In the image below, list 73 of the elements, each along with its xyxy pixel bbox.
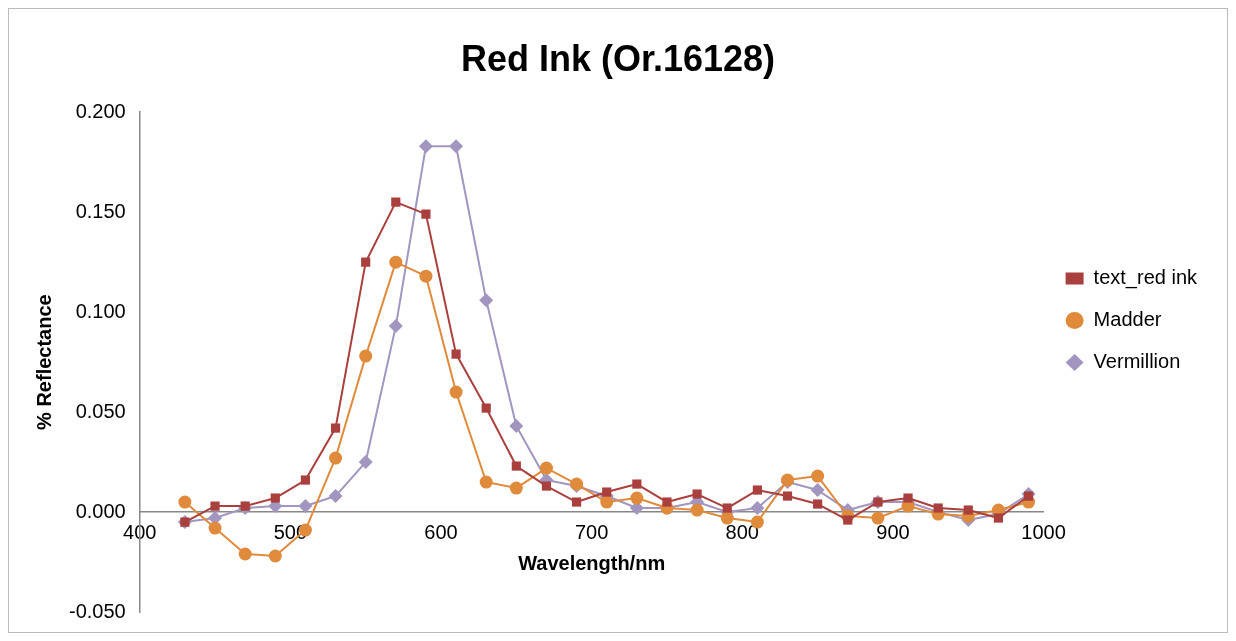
point — [210, 501, 220, 511]
point — [240, 501, 250, 511]
point — [270, 493, 280, 503]
point — [662, 497, 672, 507]
point — [782, 491, 793, 501]
x-tick-label: 900 — [876, 520, 910, 543]
point — [933, 503, 943, 513]
point — [903, 493, 913, 503]
point — [630, 491, 644, 505]
point — [572, 497, 582, 507]
point — [449, 385, 463, 399]
point — [389, 255, 403, 269]
x-tick-label: 600 — [424, 520, 458, 543]
point — [632, 479, 642, 489]
point — [449, 139, 464, 154]
y-tick-label: 0.050 — [75, 399, 126, 422]
point — [600, 495, 614, 509]
point — [539, 461, 553, 475]
point — [479, 475, 493, 489]
y-tick-label: 0.200 — [75, 99, 126, 122]
point — [268, 549, 282, 563]
x-tick-label: 700 — [574, 520, 609, 543]
x-tick-label: 400 — [123, 520, 157, 543]
point — [541, 481, 552, 491]
point — [722, 503, 732, 513]
point — [509, 481, 523, 495]
point — [328, 489, 343, 504]
point — [238, 547, 252, 561]
point — [690, 503, 704, 517]
legend-label: Vermillion — [1093, 350, 1181, 373]
point — [358, 455, 373, 470]
point — [509, 419, 524, 434]
point — [993, 513, 1004, 523]
point — [208, 521, 222, 535]
point — [692, 489, 702, 499]
point — [1023, 491, 1034, 501]
point — [298, 499, 313, 514]
chart-title: Red Ink (Or.16128) — [460, 37, 776, 79]
y-tick-label: 0.150 — [75, 199, 126, 222]
x-tick-label: 1000 — [1021, 520, 1066, 543]
x-axis-title: Wavelength/nm — [518, 551, 666, 574]
point — [963, 505, 973, 515]
point — [811, 469, 825, 483]
point — [300, 475, 311, 485]
point — [720, 511, 734, 525]
legend-label: Madder — [1093, 308, 1162, 331]
y-tick-label: -0.050 — [68, 599, 126, 622]
point — [418, 139, 433, 154]
point — [479, 293, 494, 308]
point — [481, 403, 491, 413]
point — [752, 485, 762, 495]
y-axis-title: % Reflectance — [32, 294, 55, 430]
x-tick-label: 800 — [725, 520, 759, 543]
point — [451, 349, 461, 359]
point — [388, 319, 403, 334]
point — [178, 495, 192, 509]
point — [361, 257, 371, 267]
point — [329, 451, 343, 465]
point — [813, 499, 823, 509]
point — [359, 349, 373, 363]
point — [871, 511, 885, 525]
point — [810, 483, 825, 498]
point — [421, 209, 431, 219]
y-tick-label: 0.000 — [75, 499, 126, 522]
point — [750, 501, 765, 516]
point — [843, 515, 853, 525]
point — [602, 487, 612, 497]
point — [419, 269, 433, 283]
point — [511, 461, 521, 471]
point — [330, 423, 341, 433]
y-tick-label: 0.100 — [75, 299, 126, 322]
point — [391, 197, 401, 207]
legend-label: text_red ink — [1093, 266, 1198, 290]
